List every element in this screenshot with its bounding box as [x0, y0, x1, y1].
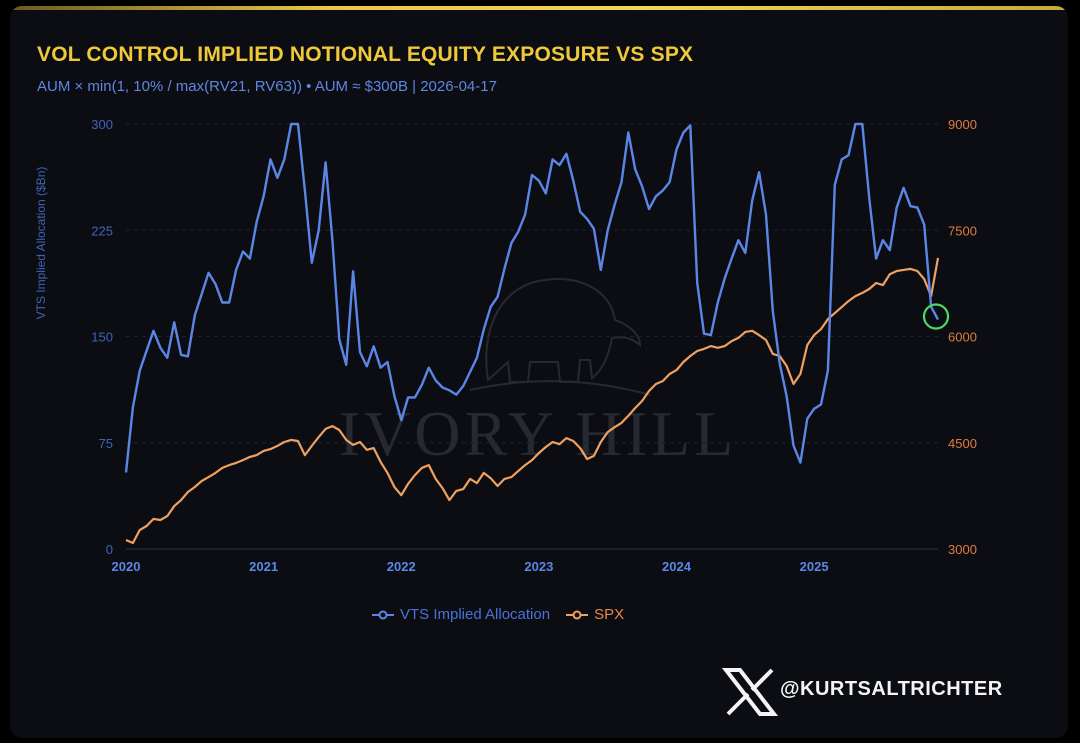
x-tick-label: 2023	[524, 559, 553, 574]
x-logo-icon	[722, 668, 778, 716]
x-tick-label: 2024	[662, 559, 692, 574]
y2-tick-label: 6000	[948, 330, 977, 345]
y2-tick-label: 3000	[948, 542, 977, 557]
x-tick-label: 2025	[800, 559, 829, 574]
y2-tick-label: 4500	[948, 436, 977, 451]
legend-marker-vts-icon	[372, 610, 394, 619]
chart-title: VOL CONTROL IMPLIED NOTIONAL EQUITY EXPO…	[37, 43, 694, 66]
y2-tick-label: 9000	[948, 117, 977, 132]
y-tick-label: 225	[91, 223, 113, 238]
legend-item-vts[interactable]: VTS Implied Allocation	[372, 606, 550, 623]
x-tick-label: 2022	[387, 559, 416, 574]
x-tick-label: 2021	[249, 559, 278, 574]
legend-marker-spx-icon	[566, 610, 589, 619]
chart-subtitle: AUM × min(1, 10% / max(RV21, RV63)) • AU…	[37, 78, 497, 95]
vts-series-line	[124, 122, 940, 473]
spx-series-line	[125, 257, 940, 545]
y2-tick-label: 7500	[948, 223, 977, 238]
legend-item-spx[interactable]: SPX	[566, 606, 624, 623]
y-tick-label: 0	[106, 542, 113, 557]
author-handle: @KURTSALTRICHTER	[780, 678, 1003, 700]
legend-label-vts: VTS Implied Allocation	[400, 606, 551, 623]
annotation-circle	[922, 303, 950, 330]
x-tick-label: 2020	[112, 559, 141, 574]
y-tick-label: 150	[91, 330, 113, 345]
legend-label-spx: SPX	[594, 606, 625, 623]
chart-card: VOL CONTROL IMPLIED NOTIONAL EQUITY EXPO…	[10, 6, 1068, 738]
y-tick-label: 75	[99, 436, 113, 451]
legend: VTS Implied Allocation SPX	[372, 606, 624, 623]
elephant-icon	[469, 278, 651, 396]
watermark-logo: IVORY HILL	[339, 278, 733, 469]
top-accent-bar	[10, 6, 1068, 10]
y-axis-label: VTS Implied Allocation ($Bn)	[34, 167, 48, 320]
y-tick-label: 300	[91, 117, 113, 132]
